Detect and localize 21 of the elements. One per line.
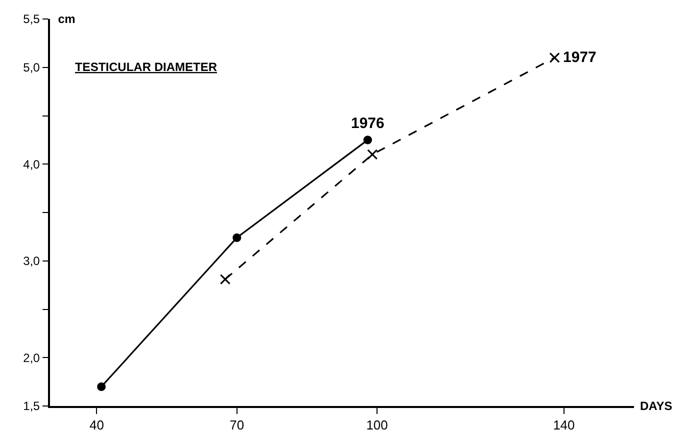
x-tick-label: 140 xyxy=(553,417,575,432)
point xyxy=(363,136,372,144)
point xyxy=(549,52,560,63)
point xyxy=(232,233,242,242)
x-tick-label: 70 xyxy=(230,417,244,432)
x-tick-label: 100 xyxy=(366,417,388,432)
point xyxy=(97,382,106,391)
y-axis-title: cm xyxy=(58,12,76,26)
series-label: 1977 xyxy=(563,49,596,66)
x-tick-label: 40 xyxy=(89,417,104,432)
point xyxy=(220,274,230,285)
y-tick-label: 3,0 xyxy=(23,254,40,268)
y-tick-label: 4,0 xyxy=(23,157,40,172)
y-tick-label: 5,5 xyxy=(23,12,40,26)
y-tick-label: 5,0 xyxy=(23,60,40,75)
series-label: 1976 xyxy=(351,115,384,132)
x-axis-title: DAYS xyxy=(640,399,672,413)
point xyxy=(367,149,378,160)
y-tick-label: 1,5 xyxy=(23,399,40,414)
y-tick-label: 2,0 xyxy=(23,350,40,365)
text: TESTICULAR DIAMETER xyxy=(75,60,218,74)
